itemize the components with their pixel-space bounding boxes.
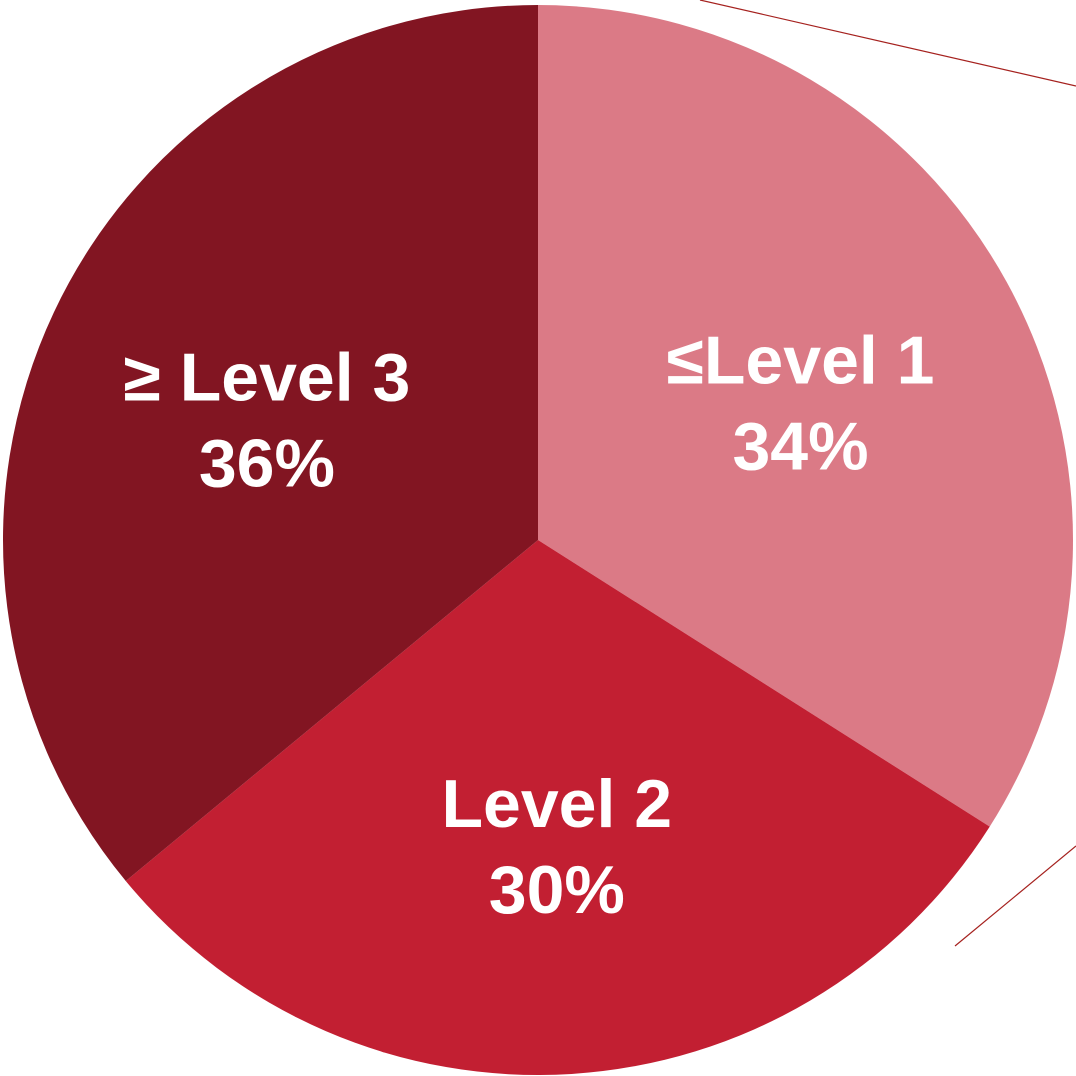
slice-value-label: 34%	[732, 409, 868, 485]
slice-category-label: ≤Level 1	[667, 323, 935, 399]
pie-slice-1	[538, 5, 1074, 827]
slice-label-2: Level 2 30%	[442, 766, 673, 928]
slice-value-label: 30%	[489, 852, 625, 928]
leader-line-2	[954, 845, 1076, 947]
pie-slices	[2, 5, 1074, 1076]
slice-category-label: Level 2	[442, 766, 673, 842]
slice-value-label: 36%	[199, 425, 335, 501]
slice-label-3: ≥ Level 3 36%	[124, 339, 411, 501]
pie-labels: ≤Level 1 34% Level 2 30% ≥ Level 3 36%	[124, 323, 935, 928]
slice-label-1: ≤Level 1 34%	[667, 323, 935, 485]
decorative-lines	[699, 0, 1076, 947]
leader-line-1	[699, 0, 1076, 87]
slice-category-label: ≥ Level 3	[124, 339, 411, 415]
pie-slice-2	[125, 540, 990, 1076]
pie-slice-3	[2, 5, 538, 882]
